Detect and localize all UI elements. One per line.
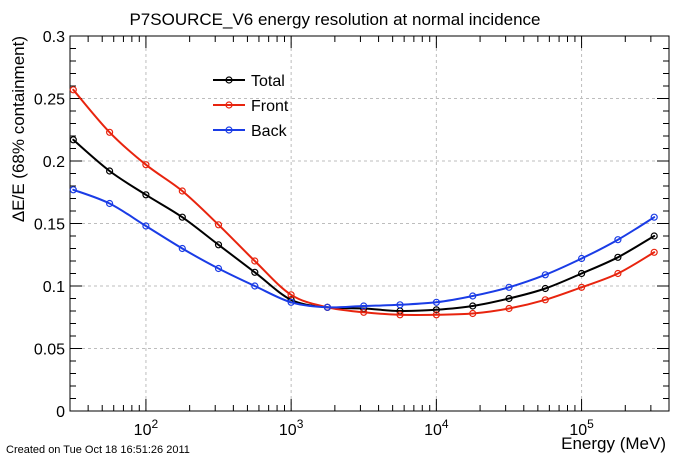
data-point-total bbox=[214, 241, 223, 249]
x-tick-exponent: 2 bbox=[151, 417, 158, 431]
legend-label-total: Total bbox=[251, 73, 285, 90]
data-point-total bbox=[614, 253, 622, 261]
data-point-front bbox=[287, 291, 295, 299]
y-tick-label: 0.25 bbox=[34, 92, 65, 109]
data-point-back bbox=[178, 244, 186, 253]
data-point-back bbox=[251, 282, 259, 290]
data-point-back bbox=[505, 283, 513, 291]
data-point-total bbox=[577, 269, 586, 278]
data-point-front bbox=[178, 187, 186, 195]
axis-ticks bbox=[69, 35, 670, 412]
y-tick-label: 0.2 bbox=[43, 154, 65, 171]
data-point-front bbox=[614, 269, 622, 278]
x-tick-base: 10 bbox=[424, 422, 442, 439]
data-point-back bbox=[360, 302, 368, 310]
data-point-front bbox=[105, 128, 114, 136]
y-tick-label: 0.3 bbox=[43, 29, 65, 46]
data-point-total bbox=[469, 302, 477, 310]
x-tick-base: 10 bbox=[134, 422, 152, 439]
x-tick-label: 102 bbox=[134, 417, 159, 439]
data-point-back bbox=[577, 254, 586, 263]
data-point-back bbox=[396, 301, 404, 309]
x-tick-label: 105 bbox=[569, 417, 594, 439]
grid-lines bbox=[70, 36, 669, 411]
data-point-back bbox=[105, 199, 114, 208]
data-point-back bbox=[323, 303, 331, 311]
data-point-total bbox=[650, 232, 658, 240]
legend-label-front: Front bbox=[251, 98, 289, 115]
data-point-back bbox=[69, 186, 77, 194]
y-tick-label: 0.1 bbox=[43, 279, 65, 296]
legend-label-back: Back bbox=[251, 123, 288, 140]
data-point-front bbox=[541, 296, 549, 304]
data-point-total bbox=[251, 268, 259, 276]
x-tick-base: 10 bbox=[279, 422, 297, 439]
data-point-back bbox=[650, 213, 658, 221]
data-point-total bbox=[505, 294, 513, 303]
data-point-front bbox=[69, 86, 77, 94]
data-point-front bbox=[396, 311, 404, 319]
data-point-front bbox=[577, 283, 586, 291]
x-tick-labels: 102 103 104 105 bbox=[134, 417, 594, 439]
data-point-total bbox=[541, 284, 549, 293]
data-point-back bbox=[142, 222, 150, 230]
series-line-total bbox=[72, 138, 656, 313]
data-point-back bbox=[287, 298, 295, 306]
data-point-back bbox=[469, 292, 477, 300]
data-point-back bbox=[214, 264, 223, 273]
data-point-total bbox=[69, 136, 77, 144]
data-point-front bbox=[142, 161, 150, 169]
x-tick-exponent: 3 bbox=[297, 417, 304, 431]
legend-marker-back bbox=[225, 126, 233, 134]
data-point-front bbox=[650, 248, 658, 256]
data-point-back bbox=[614, 236, 622, 244]
series-layer bbox=[69, 86, 658, 319]
data-point-front bbox=[214, 221, 223, 229]
data-point-front bbox=[469, 309, 477, 318]
x-tick-label: 103 bbox=[279, 417, 304, 439]
data-point-front bbox=[505, 304, 513, 313]
x-tick-base: 10 bbox=[569, 422, 587, 439]
data-point-total bbox=[105, 167, 114, 175]
legend: Total Front Back bbox=[213, 73, 289, 140]
legend-marker-front bbox=[225, 101, 233, 109]
series-line-front bbox=[72, 88, 656, 317]
x-tick-exponent: 4 bbox=[442, 417, 449, 431]
data-point-front bbox=[251, 257, 259, 265]
y-tick-labels: 0 0.05 0.1 0.15 0.2 0.25 0.3 bbox=[34, 29, 65, 421]
legend-marker-total bbox=[225, 76, 233, 84]
y-tick-label: 0 bbox=[56, 404, 65, 421]
data-point-total bbox=[142, 191, 150, 199]
data-point-total bbox=[432, 306, 440, 314]
y-tick-label: 0.15 bbox=[34, 217, 65, 234]
y-axis-title: ΔE/E (68% containment) bbox=[9, 36, 28, 222]
data-point-back bbox=[541, 271, 549, 279]
y-tick-label: 0.05 bbox=[34, 342, 65, 359]
data-point-total bbox=[178, 213, 186, 221]
x-axis-title: Energy (MeV) bbox=[561, 434, 666, 453]
chart-title: P7SOURCE_V6 energy resolution at normal … bbox=[129, 10, 540, 29]
data-point-back bbox=[432, 298, 440, 306]
x-tick-label: 104 bbox=[424, 417, 449, 439]
created-timestamp: Created on Tue Oct 18 16:51:26 2011 bbox=[6, 444, 190, 456]
series-line-back bbox=[72, 188, 656, 309]
data-point-front bbox=[432, 311, 440, 319]
x-tick-exponent: 5 bbox=[587, 417, 594, 431]
plot-frame bbox=[69, 35, 670, 412]
